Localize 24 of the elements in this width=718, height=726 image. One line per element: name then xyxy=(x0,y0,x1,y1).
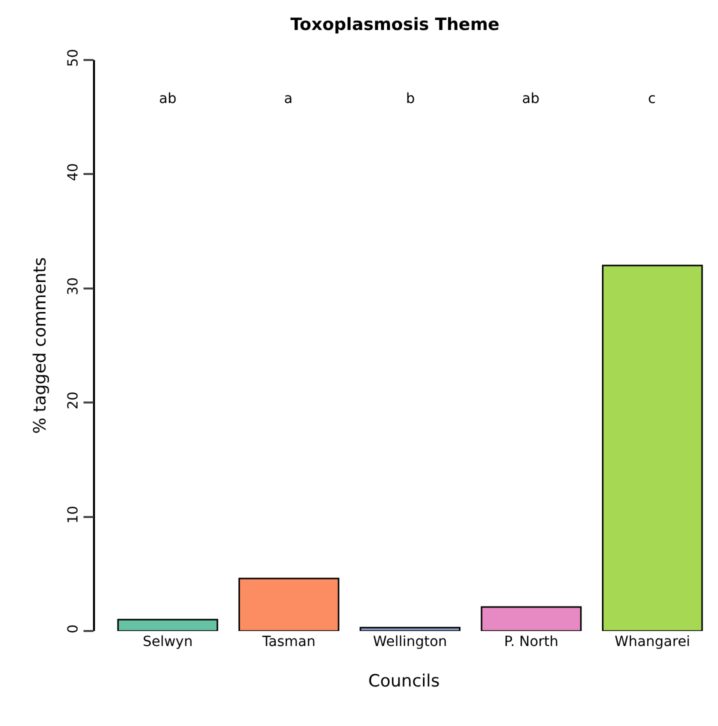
x-tick-label: Selwyn xyxy=(142,634,193,650)
bar xyxy=(238,578,340,631)
y-tick-label: 10 xyxy=(66,506,82,524)
x-axis-title: Councils xyxy=(368,671,440,692)
x-tick-label: Tasman xyxy=(261,634,316,650)
annotation: ab xyxy=(522,91,540,107)
y-tick-label: 40 xyxy=(66,163,82,182)
x-tick-label: Whangarei xyxy=(614,634,690,650)
chart-title: Toxoplasmosis Theme xyxy=(290,15,500,36)
bar xyxy=(117,618,218,631)
y-axis-title: % tagged comments xyxy=(30,257,51,434)
annotation: a xyxy=(284,91,293,107)
y-tick-label: 30 xyxy=(66,277,82,296)
y-tick-label: 50 xyxy=(66,48,82,67)
x-tick-label: P. North xyxy=(504,634,558,650)
bar xyxy=(360,626,460,631)
y-tick-label: 20 xyxy=(66,392,82,410)
y-tick-label: 0 xyxy=(66,624,82,634)
annotation: b xyxy=(406,91,415,107)
annotation: c xyxy=(648,91,656,107)
annotation: ab xyxy=(159,91,177,107)
bar xyxy=(602,264,703,631)
x-tick-label: Wellington xyxy=(373,634,448,650)
bar xyxy=(480,606,582,631)
